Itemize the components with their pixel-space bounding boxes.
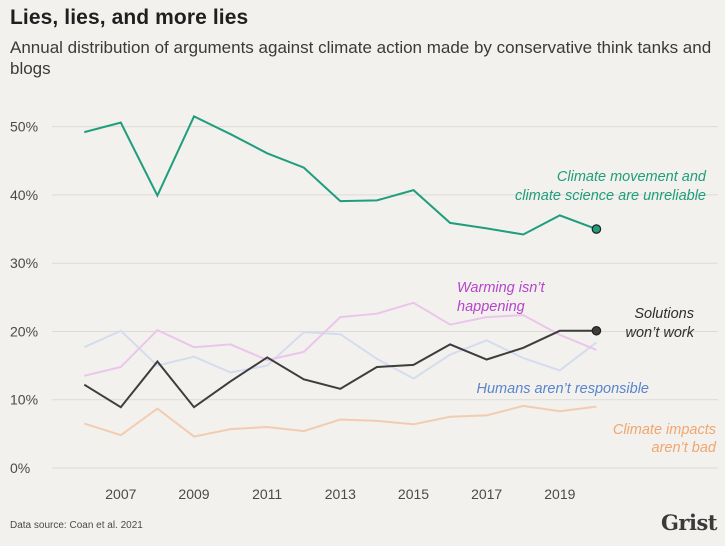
- y-tick-label: 0%: [10, 460, 30, 476]
- series-line: [83, 329, 597, 409]
- series-endpoint-marker: [591, 325, 602, 336]
- series-endpoint-marker: [591, 224, 602, 234]
- series-labels: Climate impacts aren’t bad Humans aren’t r…: [457, 169, 717, 456]
- series-line: [84, 115, 597, 236]
- x-tick-label: 2013: [325, 486, 356, 502]
- series-label: Warming isn’t: [457, 280, 546, 296]
- y-axis-tick-labels: 0% 10% 20% 30% 40% 50%: [10, 119, 38, 476]
- chart-title: Lies, lies, and more lies: [10, 6, 249, 29]
- x-tick-label: 2017: [471, 486, 502, 502]
- y-tick-label: 30%: [10, 255, 38, 271]
- x-tick-label: 2011: [252, 486, 282, 502]
- series-label: aren’t bad: [652, 440, 717, 456]
- series-label: Humans aren’t responsible: [477, 381, 649, 397]
- series-line: [83, 404, 597, 438]
- y-tick-label: 40%: [10, 187, 38, 203]
- series-label: climate science are unreliable: [515, 188, 706, 204]
- series-label: Climate movement and: [557, 169, 707, 185]
- series-line: [83, 329, 598, 380]
- x-tick-label: 2019: [544, 486, 575, 502]
- series-label: Solutions: [634, 306, 694, 322]
- grist-logo[interactable]: Grist: [661, 510, 718, 535]
- series-lines: [83, 115, 602, 438]
- y-tick-label: 10%: [10, 392, 38, 408]
- x-tick-label: 2015: [398, 486, 429, 502]
- y-tick-label: 50%: [10, 119, 38, 135]
- data-source-note: Data source: Coan et al. 2021: [10, 520, 143, 531]
- y-tick-label: 20%: [10, 323, 38, 339]
- chart-subtitle: Annual distribution of arguments against…: [10, 38, 712, 78]
- x-tick-label: 2009: [178, 486, 209, 502]
- x-axis-tick-labels: 2007 2009 2011 2013 2015 2017 2019: [105, 486, 575, 502]
- grid-layer: [52, 126, 718, 469]
- series-line: [84, 301, 597, 377]
- series-label: won’t work: [626, 325, 695, 341]
- series-label: happening: [457, 299, 525, 315]
- x-tick-label: 2007: [105, 486, 136, 502]
- series-label: Climate impacts: [613, 422, 716, 438]
